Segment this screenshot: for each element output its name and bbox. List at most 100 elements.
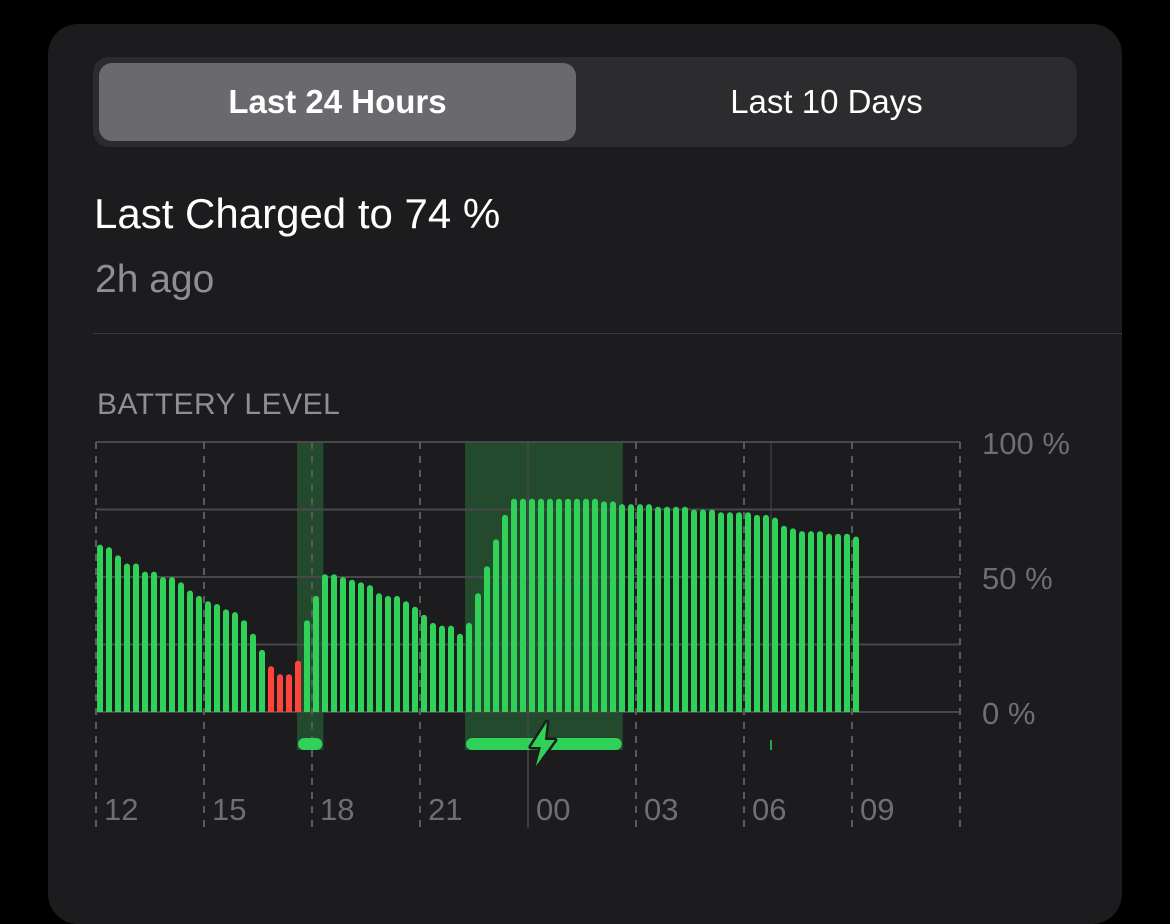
battery-level-bar (205, 601, 211, 712)
battery-level-bar (835, 533, 841, 712)
x-tick-label: 06 (752, 792, 786, 827)
battery-level-bar (439, 625, 445, 712)
battery-level-bar (457, 633, 463, 712)
battery-level-chart: 100 % 50 % 0 % 12 15 18 21 00 03 06 09 (95, 426, 1070, 828)
battery-level-bar (853, 536, 859, 712)
battery-level-bar (232, 612, 238, 712)
battery-level-bar (799, 531, 805, 712)
battery-level-bar (511, 498, 517, 712)
battery-level-bar (295, 660, 301, 712)
battery-level-bar (601, 501, 607, 712)
battery-level-bar (727, 512, 733, 712)
battery-level-bar (682, 506, 688, 712)
battery-level-bar (394, 595, 400, 712)
tab-last-10-days[interactable]: Last 10 Days (730, 83, 923, 120)
battery-level-bar (115, 555, 121, 712)
battery-level-bar (583, 498, 589, 712)
battery-level-bar (673, 506, 679, 712)
battery-level-bar (745, 512, 751, 712)
battery-level-bar (475, 593, 481, 712)
battery-level-bar (250, 633, 256, 712)
battery-level-bar (124, 563, 130, 712)
y-tick-label: 100 % (982, 426, 1070, 461)
x-tick-label: 03 (644, 792, 678, 827)
battery-level-bar (844, 533, 850, 712)
x-tick-label: 12 (104, 792, 138, 827)
battery-level-bar (817, 531, 823, 712)
section-label-battery-level: BATTERY LEVEL (97, 388, 341, 421)
y-tick-label: 0 % (982, 696, 1035, 731)
battery-level-bar (691, 509, 697, 712)
battery-level-bar (160, 577, 166, 712)
battery-level-bar (385, 595, 391, 712)
battery-level-bar (610, 501, 616, 712)
battery-level-bar (268, 666, 274, 712)
battery-level-bar (286, 674, 292, 712)
battery-level-bar (628, 504, 634, 712)
battery-level-bar (826, 533, 832, 712)
battery-level-bar (322, 574, 328, 712)
battery-level-bar (313, 595, 319, 712)
battery-level-bar (358, 582, 364, 712)
battery-level-bar (142, 571, 148, 712)
battery-level-bar (619, 504, 625, 712)
battery-level-bar (808, 531, 814, 712)
battery-level-bar (646, 504, 652, 712)
battery-level-bar (547, 498, 553, 712)
battery-level-bar (790, 528, 796, 712)
battery-level-bar (763, 514, 769, 712)
battery-level-bar (106, 547, 113, 712)
battery-level-bar (97, 544, 103, 712)
battery-level-bar (556, 498, 562, 712)
battery-level-bar (412, 606, 418, 712)
battery-level-bar (277, 674, 283, 712)
last-charged-time: 2h ago (95, 258, 215, 301)
battery-level-bar (781, 525, 787, 712)
tab-last-24-hours[interactable]: Last 24 Hours (99, 63, 576, 141)
battery-level-bar (421, 614, 427, 712)
y-tick-label: 50 % (982, 561, 1053, 596)
battery-level-bar (340, 577, 346, 712)
battery-level-bar (448, 625, 454, 712)
battery-level-bar (133, 563, 139, 712)
battery-level-bar (331, 574, 337, 712)
battery-level-bar (655, 506, 661, 712)
battery-level-bar (403, 601, 409, 712)
battery-level-bar (520, 498, 526, 712)
battery-level-bar (592, 498, 598, 712)
battery-level-bar (466, 622, 472, 712)
battery-level-bar (223, 609, 229, 712)
battery-level-bar (178, 582, 184, 712)
battery-level-bar (493, 539, 499, 712)
x-tick-label: 21 (428, 792, 462, 827)
battery-level-bar (151, 571, 157, 712)
battery-level-bar (484, 566, 490, 712)
battery-level-bar (169, 577, 175, 712)
battery-level-bar (349, 579, 355, 712)
divider (93, 333, 1122, 334)
battery-level-bar (367, 585, 373, 712)
battery-level-bar (241, 620, 247, 712)
battery-level-bar (565, 498, 571, 712)
battery-level-bar (637, 504, 643, 712)
battery-level-bar (664, 506, 670, 712)
x-tick-label: 18 (320, 792, 354, 827)
last-charged-title: Last Charged to 74 % (94, 190, 501, 237)
battery-level-bar (709, 509, 715, 712)
battery-level-bar (259, 649, 265, 712)
battery-level-bar (376, 593, 382, 712)
battery-level-bar (304, 620, 310, 712)
battery-level-bar (430, 622, 436, 712)
battery-level-bar (187, 590, 193, 712)
x-tick-label: 15 (212, 792, 246, 827)
time-range-segmented-control: Last 24 Hours Last 10 Days (93, 57, 1077, 147)
x-tick-label: 09 (860, 792, 894, 827)
bolt-icon (528, 719, 558, 769)
battery-level-bar (196, 595, 202, 712)
battery-level-bar (700, 509, 706, 712)
battery-level-bar (214, 604, 220, 712)
battery-level-bar (736, 512, 742, 712)
battery-level-bar (502, 514, 508, 712)
charging-period-bar (298, 738, 323, 750)
battery-level-bar (772, 517, 778, 712)
